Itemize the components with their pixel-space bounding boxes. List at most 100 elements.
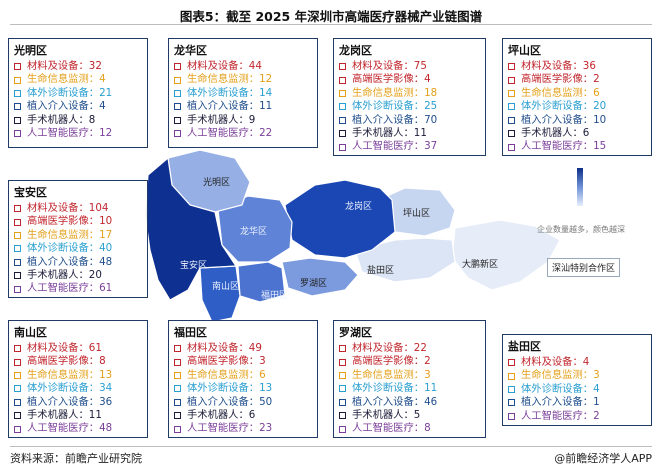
stat-materials: 材料及设备：44 [187, 60, 262, 72]
stat-implant: 植入介入设备：10 [521, 113, 607, 126]
district-box-longgang: 龙岗区 材料及设备：75 高端医学影像：4 生命信息监测：18 体外诊断设备：2… [333, 38, 486, 156]
stat-materials: 材料及设备：4 [521, 356, 590, 368]
stat-ivd: 体外诊断设备：4 [521, 382, 600, 395]
stat-vital-signs: 生命信息监测：17 [27, 228, 113, 241]
district-box-baoan: 宝安区 材料及设备：104 高端医学影像：10 生命信息监测：17 体外诊断设备… [8, 180, 148, 298]
stat-ivd: 体外诊断设备：34 [27, 382, 113, 395]
figure-title: 图表5：截至 2025 年深圳市高端医疗器械产业链图谱 [179, 9, 483, 24]
map-label-luohu: 罗湖区 [300, 279, 328, 289]
map-region-pingshan [377, 187, 456, 237]
source-note: 资料来源：前瞻产业研究院 [10, 452, 142, 465]
stat-materials: 材料及设备：32 [27, 60, 102, 72]
district-name: 福田区 [174, 326, 207, 339]
stat-implant: 植入介入设备：1 [521, 396, 600, 409]
stat-vital-signs: 生命信息监测：4 [27, 73, 106, 86]
stat-imaging: 高端医学影像：8 [27, 355, 106, 368]
district-box-yantian: 盐田区 材料及设备：4 生命信息监测：3 体外诊断设备：4 植入介入设备：1 人… [502, 334, 652, 426]
map-region-nanshan [199, 265, 241, 323]
stat-vital-signs: 生命信息监测：6 [187, 368, 266, 381]
map-region-longhua [217, 195, 293, 263]
stat-vital-signs: 生命信息监测：3 [352, 368, 431, 381]
stat-robot: 手术机器人：8 [27, 113, 96, 126]
top-divider [10, 24, 652, 25]
stat-materials: 材料及设备：22 [352, 342, 427, 354]
stat-ai: 人工智能医疗：61 [27, 282, 113, 295]
stat-implant: 植入介入设备：48 [27, 255, 113, 268]
stat-ai: 人工智能医疗：8 [352, 422, 431, 435]
district-box-nanshan: 南山区 材料及设备：61 高端医学影像：8 生命信息监测：13 体外诊断设备：3… [8, 320, 148, 438]
stat-ai: 人工智能医疗：23 [187, 422, 273, 435]
district-name: 罗湖区 [339, 326, 372, 339]
stat-ivd: 体外诊断设备：21 [27, 86, 113, 99]
map-region-dapeng [451, 219, 561, 291]
stat-imaging: 高端医学影像：10 [27, 215, 113, 228]
stat-ivd: 体外诊断设备：14 [187, 86, 273, 99]
stat-robot: 手术机器人：20 [27, 269, 102, 282]
stat-implant: 植入介入设备：70 [352, 113, 438, 126]
stat-vital-signs: 生命信息监测：18 [352, 86, 438, 99]
stat-imaging: 高端医学影像：2 [521, 73, 600, 86]
stat-ivd: 体外诊断设备：13 [187, 382, 273, 395]
stat-imaging: 高端医学影像：3 [187, 355, 266, 368]
district-name: 宝安区 [14, 186, 47, 199]
district-box-futian: 福田区 材料及设备：49 高端医学影像：3 生命信息监测：6 体外诊断设备：13… [168, 320, 318, 438]
stat-imaging: 高端医学影像：2 [352, 355, 431, 368]
stat-ai: 人工智能医疗：22 [187, 127, 273, 140]
stat-implant: 植入介入设备：4 [27, 100, 106, 113]
stat-vital-signs: 生命信息监测：3 [521, 369, 600, 382]
map-region-baoan [144, 156, 238, 301]
bottom-divider [10, 446, 652, 447]
stat-ai: 人工智能医疗：15 [521, 140, 607, 153]
map-label-guangming: 光明区 [203, 178, 231, 188]
stat-ai: 人工智能医疗：12 [27, 127, 113, 140]
density-legend-note: 企业数量越多，颜色越深 [537, 225, 625, 234]
stat-ivd: 体外诊断设备：25 [352, 100, 438, 113]
stat-imaging: 高端医学影像：4 [352, 73, 431, 86]
stat-ivd: 体外诊断设备：20 [521, 100, 607, 113]
stat-ivd: 体外诊断设备：40 [27, 242, 113, 255]
map-label-yantian: 盐田区 [367, 266, 395, 276]
brand-credit: @前瞻经济学人APP [554, 452, 652, 465]
district-box-guangming: 光明区 材料及设备：32 生命信息监测：4 体外诊断设备：21 植入介入设备：4… [8, 38, 148, 148]
district-name: 坪山区 [508, 44, 541, 57]
map-label-longhua: 龙华区 [240, 227, 268, 237]
stat-implant: 植入介入设备：11 [187, 100, 273, 113]
map-label-shenshan: 深汕特别合作区 [547, 258, 621, 277]
map-label-baoan: 宝安区 [180, 261, 208, 271]
map-region-longgang [284, 179, 396, 259]
map-label-longgang: 龙岗区 [345, 202, 373, 212]
map-label-pingshan: 坪山区 [403, 209, 431, 219]
map-region-luohu [281, 257, 359, 297]
stat-vital-signs: 生命信息监测：6 [521, 86, 600, 99]
map-label-futian: 福田区 [261, 291, 289, 301]
stat-robot: 手术机器人：11 [352, 127, 427, 140]
map-label-nanshan: 南山区 [212, 282, 240, 292]
stat-robot: 手术机器人：5 [352, 409, 421, 422]
district-name: 龙华区 [174, 44, 207, 57]
stat-materials: 材料及设备：104 [27, 202, 109, 214]
district-box-luohu: 罗湖区 材料及设备：22 高端医学影像：2 生命信息监测：3 体外诊断设备：11… [333, 320, 486, 438]
stat-robot: 手术机器人：6 [187, 409, 256, 422]
stat-implant: 植入介入设备：46 [352, 395, 438, 408]
stat-robot: 手术机器人：9 [187, 113, 256, 126]
map-region-yantian [354, 237, 456, 283]
stat-materials: 材料及设备：61 [27, 342, 102, 354]
stat-materials: 材料及设备：75 [352, 60, 427, 72]
density-legend-bar [577, 168, 583, 206]
stat-implant: 植入介入设备：36 [27, 395, 113, 408]
stat-vital-signs: 生命信息监测：13 [27, 368, 113, 381]
stat-ai: 人工智能医疗：2 [521, 409, 600, 422]
stat-ai: 人工智能医疗：37 [352, 140, 438, 153]
stat-robot: 手术机器人：11 [27, 409, 102, 422]
district-name: 光明区 [14, 44, 47, 57]
district-box-longhua: 龙华区 材料及设备：44 生命信息监测：12 体外诊断设备：14 植入介入设备：… [168, 38, 318, 148]
stat-vital-signs: 生命信息监测：12 [187, 73, 273, 86]
district-name: 盐田区 [508, 340, 541, 353]
map-label-dapeng: 大鹏新区 [462, 260, 499, 270]
stat-robot: 手术机器人：6 [521, 127, 590, 140]
district-box-pingshan: 坪山区 材料及设备：36 高端医学影像：2 生命信息监测：6 体外诊断设备：20… [502, 38, 652, 156]
stat-materials: 材料及设备：49 [187, 342, 262, 354]
stat-materials: 材料及设备：36 [521, 60, 596, 72]
stat-ivd: 体外诊断设备：11 [352, 382, 438, 395]
